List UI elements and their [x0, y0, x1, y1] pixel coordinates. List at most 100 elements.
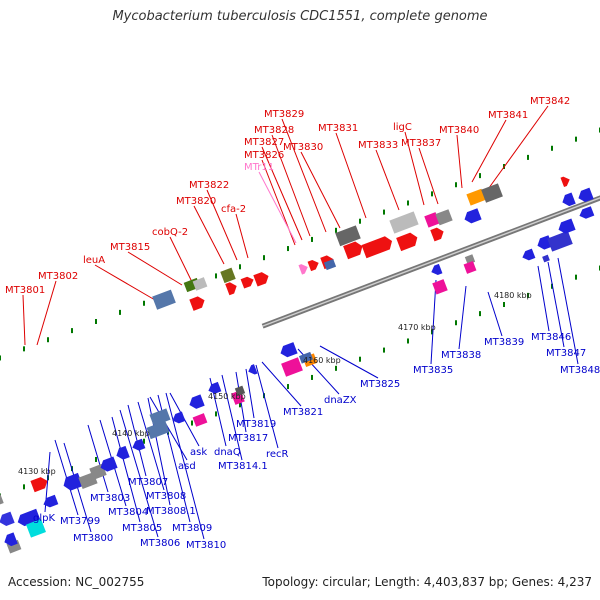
scale-dot — [239, 264, 241, 270]
leader-line — [557, 257, 579, 365]
reverse-gene-label: MT3839 — [484, 337, 524, 348]
forward-gene-label: cobQ-2 — [152, 227, 188, 238]
gene-arrow — [464, 208, 482, 224]
scale-dot — [527, 292, 529, 298]
gene-arrow — [208, 381, 222, 394]
tick-label: 4170 kbp — [398, 323, 436, 332]
scale-dot — [455, 320, 457, 326]
gene-feature — [463, 260, 477, 274]
gene-arrow — [396, 232, 418, 252]
reverse-gene-label: MT3808 — [146, 491, 186, 502]
scale-dot — [479, 311, 481, 317]
reverse-gene-label: MT3848 — [560, 365, 600, 376]
gene-arrow — [579, 206, 595, 219]
gene-feature — [298, 351, 314, 364]
scale-dot — [215, 411, 217, 417]
accession-text: Accession: NC_002755 — [8, 575, 145, 589]
gene-feature — [152, 289, 176, 310]
reverse-gene-label: MT3799 — [60, 516, 100, 527]
forward-gene-label: MT3827 — [244, 137, 284, 148]
reverse-gene-label: MT3835 — [413, 365, 453, 376]
forward-gene-label: MT3801 — [5, 285, 45, 296]
gene-arrow — [560, 176, 570, 188]
scale-dot — [311, 236, 313, 242]
leader-line — [22, 294, 26, 346]
scale-dot — [335, 365, 337, 371]
scale-dot — [191, 420, 193, 426]
gene-arrow — [307, 260, 319, 272]
reverse-gene-label: MT3805 — [122, 523, 162, 534]
leader-line — [537, 265, 550, 332]
tick-label: 4160 kbp — [303, 356, 341, 365]
gene-arrow — [522, 248, 536, 261]
leader-line — [261, 361, 302, 407]
reverse-gene-label: MT3847 — [546, 348, 586, 359]
scale-dot — [479, 173, 481, 179]
forward-gene-label: leuA — [83, 255, 105, 266]
leader-line — [137, 401, 165, 491]
scale-dot — [311, 374, 313, 380]
leader-line — [375, 149, 400, 211]
scale-dot — [431, 329, 433, 335]
gene-arrow — [172, 411, 186, 424]
gene-arrow — [100, 456, 118, 472]
scale-dot — [0, 355, 1, 361]
leader-line — [319, 345, 379, 379]
leader-line — [169, 236, 193, 283]
genome-summary-text: Topology: circular; Length: 4,403,837 bp… — [262, 575, 592, 589]
gene-feature — [424, 212, 440, 228]
forward-gene-label: MT3841 — [488, 110, 528, 121]
leader-line — [456, 134, 463, 189]
gene-feature — [466, 188, 486, 206]
gene-feature — [323, 259, 337, 271]
reverse-gene-label: MT3807 — [128, 477, 168, 488]
gene-arrow — [562, 192, 576, 207]
scale-dot — [503, 302, 505, 308]
gene-arrow — [248, 364, 258, 375]
forward-gene-label: MT3833 — [358, 140, 398, 151]
forward-gene-label: MT3837 — [401, 138, 441, 149]
reverse-gene-label: MT3803 — [90, 493, 130, 504]
gene-arrow — [431, 263, 443, 276]
leader-line — [300, 151, 341, 229]
scale-dot — [47, 337, 49, 343]
gene-feature — [26, 518, 46, 538]
leader-line — [36, 280, 57, 346]
gene-feature — [220, 267, 236, 284]
scale-dot — [551, 145, 553, 151]
reverse-gene-label: MT3809 — [172, 523, 212, 534]
reverse-gene-label: glpK — [33, 513, 55, 524]
scale-dot — [95, 318, 97, 324]
reverse-gene-label: ask — [190, 447, 207, 458]
scale-dot — [119, 309, 121, 315]
scale-dot — [455, 182, 457, 188]
reverse-gene-label: MT3806 — [140, 538, 180, 549]
tick-label: 4130 kbp — [18, 467, 56, 476]
forward-gene-label: MT3820 — [176, 196, 216, 207]
scale-dot — [287, 246, 289, 252]
gene-arrow — [298, 264, 308, 275]
leader-line — [335, 132, 367, 219]
reverse-gene-label: MT3814.1 — [218, 461, 268, 472]
scale-dot — [23, 346, 25, 352]
leader-line — [111, 416, 141, 523]
forward-gene-label: cfa-2 — [221, 204, 246, 215]
forward-gene-label: MT3828 — [254, 125, 294, 136]
forward-gene-label: MT3831 — [318, 123, 358, 134]
reverse-gene-label: MT3846 — [531, 332, 571, 343]
leader-line — [471, 119, 507, 183]
leader-line — [206, 189, 238, 261]
gene-arrow — [43, 494, 59, 508]
reverse-gene-label: MT3817 — [228, 433, 268, 444]
reverse-gene-label: recR — [266, 449, 289, 460]
scale-dot — [431, 191, 433, 197]
leader-line — [127, 404, 147, 477]
forward-gene-label: ligC — [393, 122, 412, 133]
scale-dot — [215, 273, 217, 279]
forward-gene-label: MT3826 — [244, 150, 284, 161]
scale-dot — [575, 274, 577, 280]
gene-arrow — [578, 187, 594, 203]
scale-dot — [527, 154, 529, 160]
gene-feature — [547, 230, 573, 252]
